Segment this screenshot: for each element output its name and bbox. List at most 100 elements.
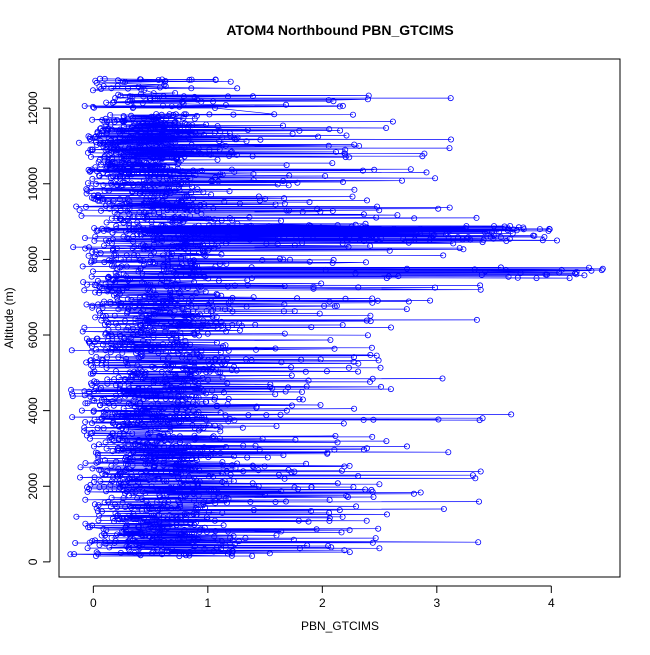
data-point xyxy=(228,148,235,155)
data-point xyxy=(208,445,215,452)
data-point xyxy=(294,179,301,186)
data-point xyxy=(111,209,118,216)
data-point xyxy=(117,215,124,222)
x-tick-label: 4 xyxy=(548,596,555,610)
data-point xyxy=(112,136,119,143)
data-point xyxy=(210,493,217,500)
data-point xyxy=(367,351,374,358)
data-point xyxy=(193,519,200,526)
data-point xyxy=(183,192,190,199)
data-point xyxy=(191,497,198,504)
data-point xyxy=(230,453,237,460)
data-point xyxy=(150,233,157,240)
data-point xyxy=(116,382,123,389)
data-point xyxy=(405,239,412,246)
data-point xyxy=(342,154,349,161)
data-point xyxy=(349,193,356,200)
data-point xyxy=(213,339,220,346)
data-point xyxy=(92,248,99,255)
data-point xyxy=(161,404,168,411)
data-point xyxy=(139,100,146,107)
data-point xyxy=(89,465,96,472)
data-point xyxy=(271,111,278,118)
data-point xyxy=(133,344,140,351)
data-point xyxy=(217,171,224,178)
data-point xyxy=(212,263,219,270)
data-point xyxy=(124,305,131,312)
data-point xyxy=(159,412,166,419)
data-point xyxy=(220,389,227,396)
data-point xyxy=(286,223,293,230)
data-point xyxy=(104,354,111,361)
data-point xyxy=(180,93,187,100)
data-point xyxy=(542,271,549,278)
data-point xyxy=(339,178,346,185)
data-point xyxy=(169,330,176,337)
data-point xyxy=(157,404,164,411)
data-point xyxy=(124,461,131,468)
data-point xyxy=(178,320,185,327)
data-point xyxy=(226,188,233,195)
data-point xyxy=(125,440,132,447)
data-point xyxy=(116,435,123,442)
data-point xyxy=(105,147,112,154)
data-point xyxy=(541,233,548,240)
data-point xyxy=(169,443,176,450)
data-point xyxy=(172,90,179,97)
data-point xyxy=(165,447,172,454)
data-point xyxy=(147,534,154,541)
data-point xyxy=(360,211,367,218)
data-point xyxy=(154,181,161,188)
data-point xyxy=(193,350,200,357)
data-point xyxy=(190,350,197,357)
data-point xyxy=(141,180,148,187)
data-point xyxy=(120,516,127,523)
data-point xyxy=(137,76,144,83)
data-point xyxy=(185,467,192,474)
data-point xyxy=(463,223,470,230)
data-point xyxy=(86,244,93,251)
data-point xyxy=(134,347,141,354)
data-point xyxy=(101,187,108,194)
data-point xyxy=(162,223,169,230)
data-point xyxy=(81,103,88,110)
data-point xyxy=(249,462,256,469)
data-point xyxy=(105,273,112,280)
data-point xyxy=(94,335,101,342)
data-point xyxy=(162,348,169,355)
data-point xyxy=(102,471,109,478)
data-point xyxy=(281,475,288,482)
data-point xyxy=(141,293,148,300)
data-point xyxy=(129,430,136,437)
data-point xyxy=(395,273,402,280)
data-point xyxy=(110,245,117,252)
data-point xyxy=(166,125,173,132)
data-point xyxy=(370,416,377,423)
data-point xyxy=(221,360,228,367)
data-point xyxy=(131,549,138,556)
data-point xyxy=(78,212,85,219)
data-point xyxy=(140,177,147,184)
data-point xyxy=(169,547,176,554)
data-point xyxy=(431,284,438,291)
data-point xyxy=(176,433,183,440)
data-point xyxy=(81,424,88,431)
data-point xyxy=(198,323,205,330)
data-point xyxy=(211,356,218,363)
data-point xyxy=(132,441,139,448)
data-point xyxy=(102,347,109,354)
data-point xyxy=(283,162,290,169)
data-point xyxy=(161,81,168,88)
data-point xyxy=(314,205,321,212)
data-point xyxy=(153,388,160,395)
data-point xyxy=(140,375,147,382)
data-point xyxy=(191,148,198,155)
data-point xyxy=(148,538,155,545)
data-point xyxy=(112,538,119,545)
data-point xyxy=(175,197,182,204)
data-point xyxy=(214,537,221,544)
data-point xyxy=(306,199,313,206)
data-point xyxy=(89,175,96,182)
data-point xyxy=(212,528,219,535)
data-point xyxy=(226,415,233,422)
